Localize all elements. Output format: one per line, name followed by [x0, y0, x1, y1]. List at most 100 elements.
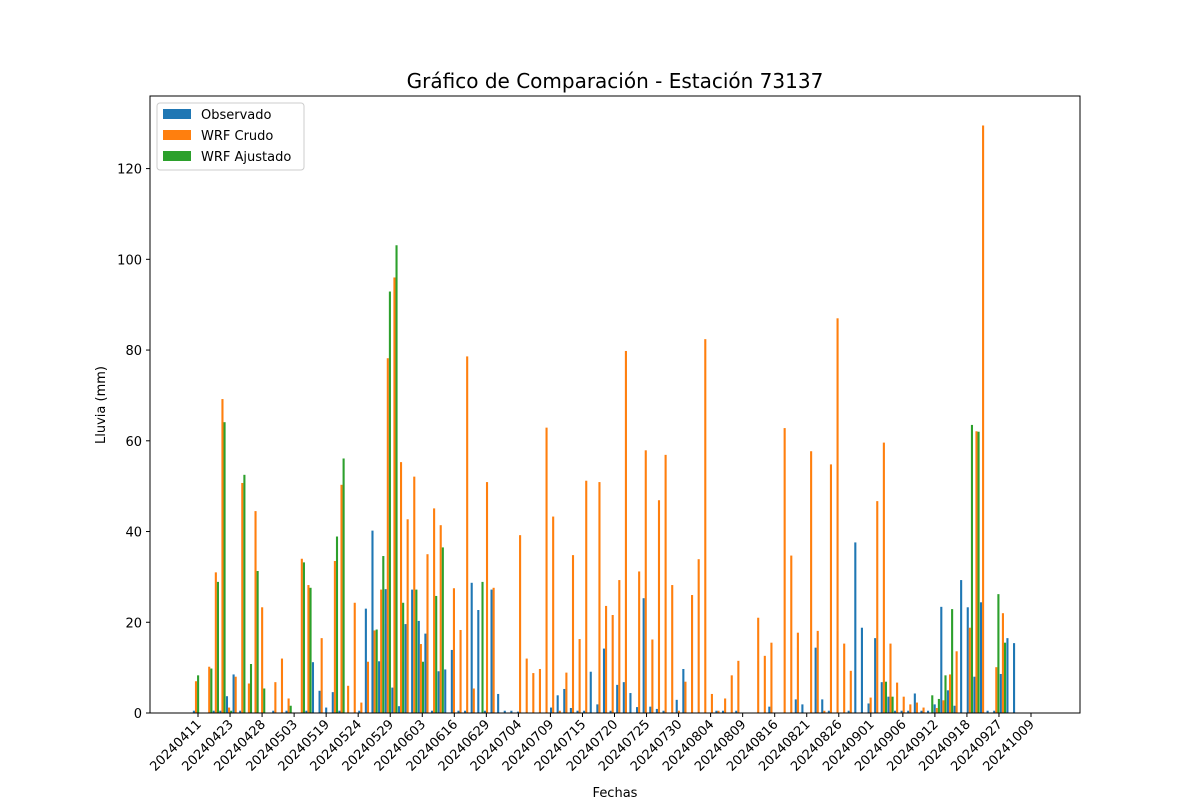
bar-wrf-ajustado-22	[342, 458, 345, 713]
bar-wrf-crudo-114	[948, 674, 952, 713]
bar-wrf-crudo-113	[942, 700, 945, 713]
bar-observado-95	[821, 699, 824, 713]
bar-wrf-crudo-102	[869, 697, 872, 713]
bar-observado-67	[636, 707, 639, 713]
bar-wrf-crudo-59	[585, 480, 588, 713]
bar-wrf-crudo-7	[241, 482, 244, 713]
bar-observado-49	[516, 711, 520, 713]
bar-wrf-ajustado-112	[937, 698, 940, 713]
chart-title: Gráfico de Comparación - Estación 73137	[407, 69, 824, 93]
bar-observado-118	[973, 676, 976, 713]
bar-wrf-ajustado-118	[977, 431, 980, 713]
bar-observado-109	[913, 693, 916, 713]
bar-observado-117	[966, 607, 969, 713]
bar-wrf-crudo-71	[664, 454, 667, 713]
bar-wrf-crudo-110	[922, 707, 925, 713]
bar-observado-59	[583, 710, 586, 713]
bar-observado-119	[979, 602, 983, 713]
bar-wrf-crudo-90	[790, 555, 793, 713]
bar-wrf-crudo-67	[638, 571, 641, 713]
bar-observado-66	[629, 693, 632, 713]
bar-wrf-crudo-49	[519, 535, 522, 713]
bar-wrf-crudo-73	[677, 710, 680, 713]
y-tick-label: 80	[125, 344, 142, 359]
bars-group	[192, 125, 1016, 714]
bar-wrf-crudo-107	[902, 696, 905, 713]
bar-wrf-ajustado-43	[481, 581, 484, 713]
bar-observado-56	[563, 688, 566, 713]
bar-observado-65	[622, 682, 625, 713]
bar-observado-91	[794, 699, 797, 713]
bar-wrf-crudo-68	[644, 450, 647, 713]
bar-observado-28	[378, 661, 381, 713]
bar-observado-120	[986, 710, 989, 713]
bar-observado-6	[232, 674, 235, 713]
bar-observado-42	[470, 582, 473, 713]
bar-observado-116	[960, 580, 963, 713]
bar-observado-122	[999, 673, 1002, 713]
bar-wrf-crudo-31	[399, 462, 403, 713]
legend-swatch-1	[163, 130, 191, 140]
bar-wrf-crudo-93	[810, 451, 813, 713]
bar-wrf-crudo-39	[452, 588, 455, 713]
bar-observado-29	[384, 589, 387, 713]
bar-wrf-ajustado-114	[951, 609, 954, 713]
bar-observado-71	[662, 710, 665, 713]
bar-wrf-crudo-8	[247, 683, 250, 713]
legend-label-2: WRF Ajustado	[201, 150, 291, 165]
bar-wrf-crudo-53	[545, 427, 548, 713]
bar-observado-21	[331, 692, 334, 713]
bar-observado-17	[305, 710, 308, 713]
bar-wrf-crudo-94	[816, 630, 819, 713]
bar-wrf-crudo-96	[829, 464, 833, 713]
bar-wrf-crudo-12	[274, 682, 277, 713]
bar-wrf-crudo-85	[757, 617, 760, 713]
bar-observado-92	[801, 704, 804, 713]
bar-wrf-crudo-42	[472, 688, 475, 713]
y-axis: 0 20 40 60 80 100 120	[117, 163, 150, 722]
bar-wrf-crudo-40	[459, 629, 462, 713]
bar-wrf-ajustado-33	[415, 589, 418, 713]
bar-wrf-crudo-2	[208, 666, 211, 713]
bar-wrf-crudo-98	[843, 643, 846, 713]
bar-observado-19	[318, 690, 321, 713]
bar-observado-57	[569, 708, 572, 713]
bar-observado-7	[239, 710, 242, 713]
y-tick-label: 60	[125, 435, 142, 450]
bar-observado-44	[483, 710, 486, 713]
bar-wrf-ajustado-8	[249, 664, 253, 713]
bar-wrf-ajustado-113	[944, 675, 947, 713]
bar-observado-80	[721, 710, 725, 713]
bar-wrf-crudo-75	[691, 595, 694, 713]
bar-wrf-crudo-104	[882, 442, 885, 713]
bar-observado-123	[1006, 638, 1009, 713]
bar-wrf-ajustado-117	[970, 424, 974, 713]
y-tick-label: 40	[125, 526, 142, 541]
bar-observado-34	[417, 620, 420, 713]
bar-observado-26	[364, 608, 367, 713]
bar-observado-5	[225, 696, 229, 713]
bar-wrf-crudo-76	[697, 559, 700, 713]
bar-wrf-crudo-5	[228, 707, 231, 713]
bar-wrf-crudo-10	[261, 607, 264, 713]
bar-observado-96	[827, 710, 830, 713]
bar-wrf-crudo-80	[724, 698, 727, 713]
bar-wrf-crudo-45	[492, 587, 495, 713]
bar-observado-107	[900, 710, 903, 713]
bar-wrf-crudo-4	[221, 399, 224, 713]
bar-observado-46	[497, 693, 500, 713]
bar-wrf-crudo-33	[413, 476, 416, 713]
bar-wrf-crudo-97	[836, 318, 839, 713]
bar-wrf-crudo-35	[426, 554, 429, 713]
bar-wrf-crudo-77	[704, 339, 707, 713]
bar-observado-64	[616, 684, 619, 713]
bar-wrf-ajustado-28	[382, 556, 385, 713]
bar-wrf-crudo-30	[393, 277, 396, 713]
bar-observado-99	[847, 710, 850, 713]
legend-label-1: WRF Crudo	[201, 129, 273, 144]
bar-wrf-crudo-37	[439, 525, 442, 713]
bar-wrf-crudo-17	[307, 585, 310, 713]
bar-observado-41	[464, 710, 467, 713]
bar-observado-113	[940, 606, 943, 713]
